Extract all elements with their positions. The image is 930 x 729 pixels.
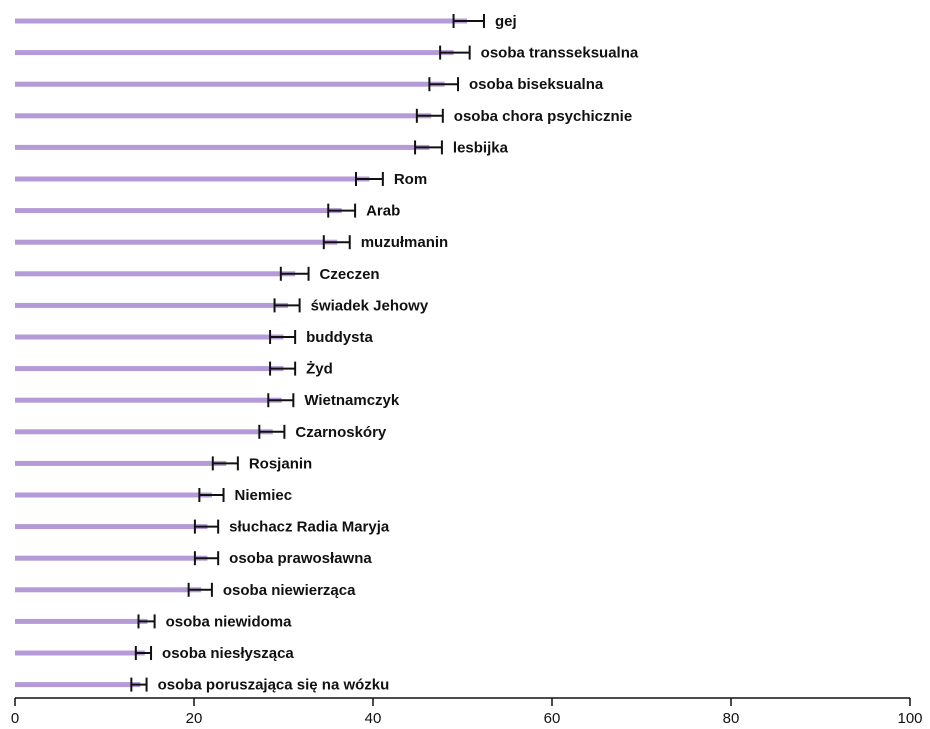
bar [15, 524, 208, 530]
bar-label: osoba poruszająca się na wózku [158, 677, 390, 694]
bar [15, 397, 282, 403]
bar-label: Czarnoskóry [295, 424, 387, 441]
bar [15, 144, 430, 150]
bar-label: osoba biseksualna [469, 76, 604, 93]
x-tick-label: 100 [897, 710, 922, 727]
bar [15, 587, 202, 593]
bar-label: osoba niesłysząca [162, 645, 294, 662]
x-tick-label: 80 [723, 710, 740, 727]
x-tick-label: 60 [544, 710, 561, 727]
x-tick-label: 0 [11, 710, 19, 727]
bar-label: słuchacz Radia Maryja [229, 519, 390, 536]
bar-label: osoba niewierząca [223, 582, 356, 599]
bar [15, 650, 145, 656]
bar [15, 366, 284, 372]
bar-label: osoba niewidoma [166, 613, 293, 630]
bar [15, 208, 342, 214]
bar-label: Arab [366, 203, 400, 220]
bar [15, 18, 467, 24]
bar-label: Rom [394, 171, 427, 188]
bar-label: Czeczen [320, 266, 380, 283]
bar [15, 555, 208, 561]
bar-label: Żyd [306, 361, 333, 378]
bar [15, 682, 141, 688]
bar-labels-layer: gej osoba transseksualna osoba biseksualna… [158, 13, 639, 694]
bar [15, 176, 370, 182]
bar-label: muzułmanin [361, 234, 449, 251]
bar-label: osoba prawosławna [229, 550, 372, 567]
bar [15, 460, 227, 466]
bar [15, 334, 284, 340]
bar-label: Wietnamczyk [304, 392, 400, 409]
bar [15, 429, 273, 435]
bar-label: buddysta [306, 329, 373, 346]
bar [15, 618, 148, 624]
bar [15, 302, 288, 308]
bar [15, 492, 212, 498]
bar [15, 271, 296, 277]
bar-label: Rosjanin [249, 455, 312, 472]
bar [15, 81, 445, 87]
x-tick-label: 20 [186, 710, 203, 727]
error-bars-layer [130, 14, 485, 692]
bar-label: gej [495, 13, 517, 30]
bar [15, 113, 432, 119]
bar-label: osoba transseksualna [481, 45, 639, 62]
bar-label: świadek Jehowy [311, 297, 429, 314]
x-tick-label: 40 [365, 710, 382, 727]
bar-label: osoba chora psychicznie [454, 108, 632, 125]
bar [15, 50, 454, 56]
bars-layer [15, 18, 467, 688]
bar-label: Niemiec [235, 487, 293, 504]
bar [15, 239, 338, 245]
x-axis: 0 20 40 60 80 100 [11, 697, 923, 727]
bar-label: lesbijka [453, 139, 509, 156]
